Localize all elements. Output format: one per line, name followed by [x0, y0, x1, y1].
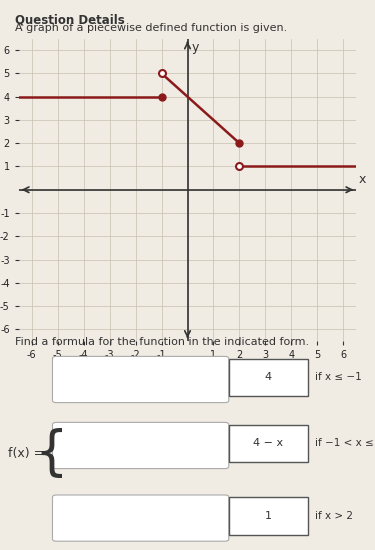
Text: f(x) =: f(x) =	[8, 447, 44, 460]
Text: $\{$: $\{$	[34, 426, 63, 480]
Text: 4: 4	[265, 372, 272, 382]
Text: x: x	[359, 173, 366, 186]
FancyBboxPatch shape	[229, 359, 308, 396]
Text: if x ≤ −1: if x ≤ −1	[315, 372, 362, 382]
Text: Find a formula for the function in the indicated form.: Find a formula for the function in the i…	[15, 337, 309, 346]
FancyBboxPatch shape	[229, 425, 308, 462]
FancyBboxPatch shape	[53, 422, 229, 469]
FancyBboxPatch shape	[53, 495, 229, 541]
FancyBboxPatch shape	[53, 356, 229, 403]
Text: A graph of a piecewise defined function is given.: A graph of a piecewise defined function …	[15, 23, 287, 33]
Text: 1: 1	[265, 511, 272, 521]
Text: 4 − x: 4 − x	[253, 438, 283, 448]
Text: Question Details: Question Details	[15, 14, 125, 27]
Text: if −1 < x ≤ 2: if −1 < x ≤ 2	[315, 438, 375, 448]
Text: if x > 2: if x > 2	[315, 511, 353, 521]
Text: y: y	[191, 41, 199, 54]
FancyBboxPatch shape	[229, 497, 308, 535]
